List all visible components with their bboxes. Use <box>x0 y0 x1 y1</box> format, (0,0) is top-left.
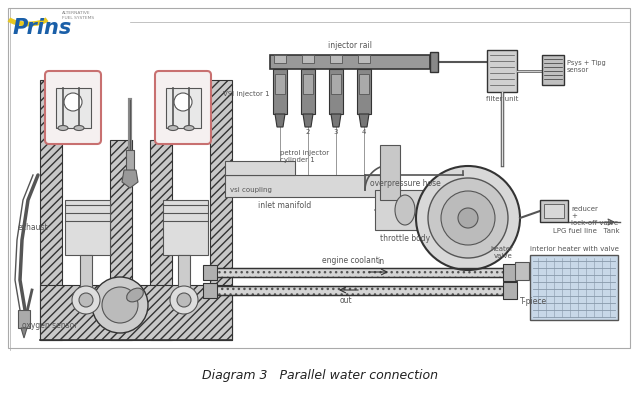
Bar <box>302 55 314 63</box>
Circle shape <box>174 93 192 111</box>
Bar <box>80 255 92 295</box>
Text: 3: 3 <box>333 129 339 135</box>
Bar <box>359 74 369 94</box>
Text: Prins: Prins <box>13 18 72 38</box>
Bar <box>126 150 134 180</box>
Bar <box>203 283 217 298</box>
Bar <box>56 88 91 128</box>
Text: vsi coupling: vsi coupling <box>230 187 272 193</box>
Ellipse shape <box>184 126 194 130</box>
FancyBboxPatch shape <box>155 71 211 144</box>
Bar <box>270 55 430 69</box>
Polygon shape <box>303 114 313 127</box>
Bar <box>203 265 217 280</box>
Bar <box>150 140 172 340</box>
Circle shape <box>79 293 93 307</box>
Ellipse shape <box>168 126 178 130</box>
Polygon shape <box>359 114 369 127</box>
Bar <box>210 80 232 340</box>
Ellipse shape <box>127 288 143 302</box>
Polygon shape <box>275 114 285 127</box>
Text: engine coolant: engine coolant <box>321 256 378 265</box>
Ellipse shape <box>395 195 415 225</box>
Bar <box>358 55 370 63</box>
Bar <box>225 161 295 175</box>
Ellipse shape <box>74 126 84 130</box>
Text: injector rail: injector rail <box>328 41 372 50</box>
Bar <box>303 74 313 94</box>
Circle shape <box>64 93 82 111</box>
Circle shape <box>102 287 138 323</box>
Text: LPG fuel line   Tank: LPG fuel line Tank <box>553 228 620 234</box>
Text: 2: 2 <box>306 129 310 135</box>
Bar <box>18 310 30 328</box>
Bar <box>380 145 400 200</box>
Bar <box>430 52 438 72</box>
Bar <box>301 69 315 114</box>
Polygon shape <box>122 170 138 188</box>
Bar <box>40 285 232 340</box>
Text: 4: 4 <box>362 129 366 135</box>
Text: T-piece: T-piece <box>520 297 547 306</box>
Text: petrol injector
cylinder 1: petrol injector cylinder 1 <box>280 150 329 163</box>
Bar <box>65 200 110 255</box>
Bar <box>329 69 343 114</box>
Bar <box>275 74 285 94</box>
Bar <box>331 74 341 94</box>
Bar <box>110 140 132 340</box>
Bar <box>40 80 62 340</box>
Bar <box>375 190 435 230</box>
Bar <box>542 55 564 85</box>
Text: inlet manifold: inlet manifold <box>259 201 312 210</box>
Bar <box>8 8 630 348</box>
Bar <box>357 69 371 114</box>
Bar <box>503 264 517 281</box>
Text: Psys + Tipg
sensor: Psys + Tipg sensor <box>567 60 605 73</box>
Circle shape <box>458 208 478 228</box>
Text: Diagram 3   Parallel water connection: Diagram 3 Parallel water connection <box>202 369 438 382</box>
Bar <box>215 268 508 277</box>
Bar <box>273 69 287 114</box>
Bar <box>225 175 395 197</box>
Bar <box>544 204 564 218</box>
Bar <box>166 88 201 128</box>
Bar <box>274 55 286 63</box>
Text: overpressure hose: overpressure hose <box>370 179 441 188</box>
Text: exhaust: exhaust <box>18 224 49 233</box>
Text: reducer
+
lock-off valve: reducer + lock-off valve <box>571 206 618 226</box>
FancyBboxPatch shape <box>45 71 101 144</box>
Bar <box>215 286 508 295</box>
Polygon shape <box>331 114 341 127</box>
Text: filter unit: filter unit <box>486 96 518 102</box>
Circle shape <box>92 277 148 333</box>
Circle shape <box>416 166 520 270</box>
Text: ALTERNATIVE
FUEL SYSTEMS: ALTERNATIVE FUEL SYSTEMS <box>62 11 94 20</box>
Text: VSI injector 1: VSI injector 1 <box>223 91 270 97</box>
Circle shape <box>441 191 495 245</box>
Circle shape <box>170 286 198 314</box>
Bar <box>163 200 208 255</box>
Bar <box>515 262 529 280</box>
Bar <box>503 282 517 299</box>
Text: throttle body: throttle body <box>380 234 430 243</box>
Text: oxygen sensor: oxygen sensor <box>22 320 77 329</box>
Text: heater
valve: heater valve <box>490 246 513 259</box>
Text: in: in <box>378 257 385 266</box>
Ellipse shape <box>58 126 68 130</box>
Polygon shape <box>21 328 27 338</box>
Circle shape <box>177 293 191 307</box>
Circle shape <box>428 178 508 258</box>
Bar <box>530 255 618 320</box>
Circle shape <box>72 286 100 314</box>
Text: interior heater with valve: interior heater with valve <box>529 246 618 252</box>
Text: out: out <box>340 296 352 305</box>
Bar <box>540 200 568 222</box>
Bar <box>487 50 517 92</box>
Bar <box>330 55 342 63</box>
Bar <box>178 255 190 295</box>
